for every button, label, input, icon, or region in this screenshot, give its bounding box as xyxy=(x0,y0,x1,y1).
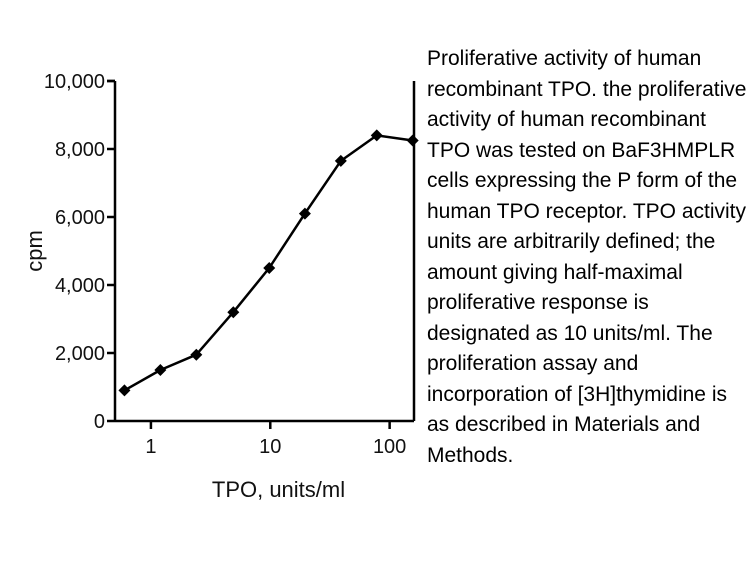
plot-frame xyxy=(107,79,416,423)
x-tick-label: 100 xyxy=(373,436,406,458)
x-tick-label: 10 xyxy=(259,436,281,458)
y-ticks: 0 2,000 4,000 6,000 8,000 10,000 xyxy=(44,71,115,433)
data-point xyxy=(370,129,383,142)
y-tick-label: 10,000 xyxy=(44,71,105,93)
y-tick-label: 8,000 xyxy=(55,139,105,161)
x-tick-label: 1 xyxy=(145,436,156,458)
y-tick-label: 4,000 xyxy=(55,275,105,297)
y-tick-label: 2,000 xyxy=(55,343,105,365)
x-ticks: 1 10 100 xyxy=(145,421,406,458)
data-point xyxy=(190,348,203,361)
y-tick-label: 0 xyxy=(94,411,105,433)
y-axis-title: cpm xyxy=(22,230,47,272)
data-point-markers xyxy=(118,129,419,397)
y-tick-label: 6,000 xyxy=(55,207,105,229)
data-point xyxy=(118,384,131,397)
x-axis-title: TPO, units/ml xyxy=(212,477,345,502)
data-point xyxy=(227,306,240,319)
figure-caption: Proliferative activity of human recombin… xyxy=(427,47,747,467)
data-point xyxy=(298,207,311,220)
data-point xyxy=(154,364,167,376)
data-point xyxy=(406,134,419,147)
data-point xyxy=(334,154,347,167)
data-point xyxy=(263,262,276,274)
chart: 0 2,000 4,000 6,000 8,000 10,000 1 10 100 TPO, … xyxy=(22,71,419,502)
